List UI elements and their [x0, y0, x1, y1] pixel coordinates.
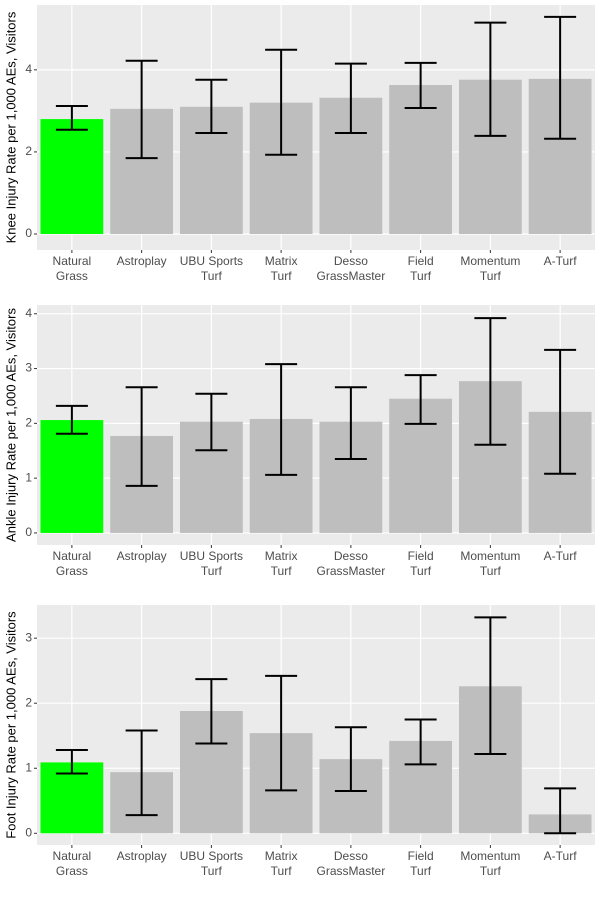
bar — [40, 119, 104, 234]
x-tick-label: Natural Grass — [53, 849, 92, 878]
y-axis-label: Ankle Injury Rate per 1,000 AEs, Visitor… — [3, 308, 18, 542]
x-tick-label: Momentum Turf — [460, 549, 520, 578]
y-tick-label: 0 — [25, 226, 32, 240]
y-tick-label: 4 — [25, 306, 32, 320]
y-tick-label: 3 — [25, 630, 32, 644]
x-tick-label: Astroplay — [117, 849, 167, 863]
x-tick-label: UBU Sports Turf — [180, 849, 243, 878]
y-tick-label: 2 — [25, 695, 32, 709]
x-tick-label: Desso GrassMaster — [317, 254, 386, 283]
y-tick-label: 2 — [25, 416, 32, 430]
y-tick-label: 1 — [25, 470, 32, 484]
x-tick-label: Natural Grass — [53, 254, 92, 283]
x-tick-label: Momentum Turf — [460, 254, 520, 283]
y-tick-label: 1 — [25, 760, 32, 774]
x-tick-label: Matrix Turf — [265, 849, 298, 878]
y-tick-label: 2 — [25, 144, 32, 158]
x-tick-label: Desso GrassMaster — [317, 849, 386, 878]
x-tick-label: UBU Sports Turf — [180, 254, 243, 283]
x-tick-label: Natural Grass — [53, 549, 92, 578]
x-tick-label: A-Turf — [544, 549, 578, 563]
x-tick-label: Astroplay — [117, 549, 167, 563]
y-tick-label: 4 — [25, 62, 32, 76]
x-tick-label: Matrix Turf — [265, 549, 298, 578]
x-tick-label: UBU Sports Turf — [180, 549, 243, 578]
bar — [389, 85, 453, 234]
x-tick-label: A-Turf — [544, 254, 578, 268]
x-tick-label: Desso GrassMaster — [317, 549, 386, 578]
x-tick-label: Astroplay — [117, 254, 167, 268]
x-tick-label: A-Turf — [544, 849, 578, 863]
y-tick-label: 3 — [25, 361, 32, 375]
y-tick-label: 0 — [25, 525, 32, 539]
x-tick-label: Field Turf — [408, 254, 434, 283]
y-axis-label: Knee Injury Rate per 1,000 AEs, Visitors — [3, 11, 18, 243]
y-tick-label: 0 — [25, 825, 32, 839]
x-tick-label: Field Turf — [408, 549, 434, 578]
x-tick-label: Field Turf — [408, 849, 434, 878]
x-tick-label: Momentum Turf — [460, 849, 520, 878]
bar — [40, 420, 104, 533]
y-axis-label: Foot Injury Rate per 1,000 AEs, Visitors — [3, 611, 18, 839]
x-tick-label: Matrix Turf — [265, 254, 298, 283]
